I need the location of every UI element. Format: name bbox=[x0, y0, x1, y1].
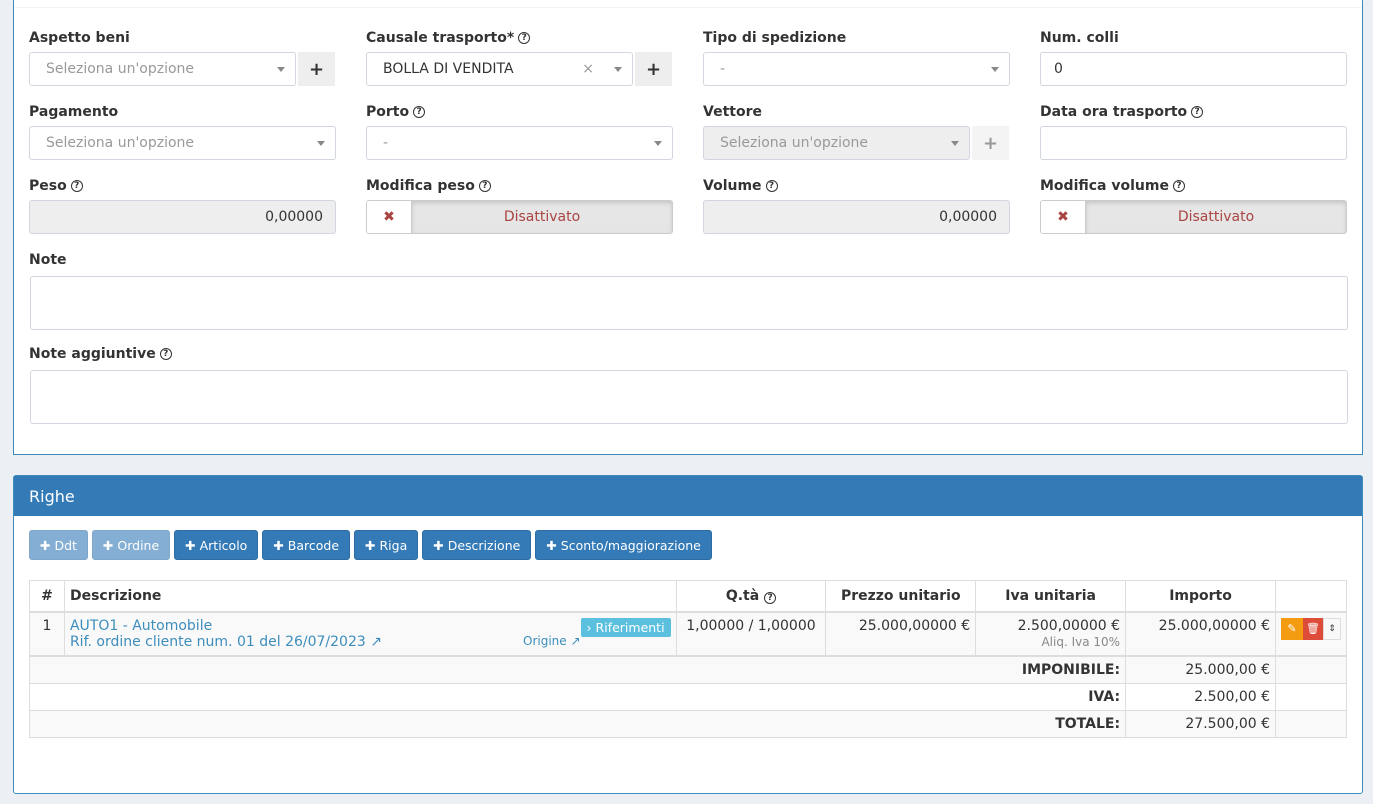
edit-icon[interactable]: ✎ bbox=[1281, 617, 1303, 640]
label: Pagamento bbox=[29, 104, 119, 120]
peso-field: Peso? 0,00000 bbox=[29, 176, 336, 234]
modifica-peso-field: Modifica peso? ✖ Disattivato bbox=[366, 176, 673, 234]
help-icon: ? bbox=[159, 348, 172, 360]
help-icon: ? bbox=[765, 180, 778, 192]
ordine-link[interactable]: Rif. ordine cliente num. 01 del 26/07/20… bbox=[69, 633, 382, 650]
help-icon: ? bbox=[413, 106, 426, 118]
modifica-volume-field: Modifica volume? ✖ Disattivato bbox=[1040, 176, 1347, 234]
note-aggiuntive-label: Note aggiuntive bbox=[29, 346, 156, 362]
help-icon: ? bbox=[518, 32, 531, 44]
volume-field: Volume? 0,00000 bbox=[703, 176, 1010, 234]
modifica-volume-toggle[interactable]: ✖ Disattivato bbox=[1040, 200, 1347, 234]
righe-panel: Righe ✚ Ddt ✚ Ordine ✚ Articolo ✚ Barcod… bbox=[13, 475, 1363, 794]
righe-table: # Descrizione Q.tà ? Prezzo unitario Iva… bbox=[28, 580, 1347, 738]
label: Peso bbox=[29, 178, 67, 194]
label: Aspetto beni bbox=[29, 30, 130, 46]
origine-link[interactable]: Origine ↗ bbox=[523, 633, 581, 648]
label: Porto bbox=[366, 104, 410, 120]
num-colli-field: Num. colli 0 bbox=[1040, 28, 1347, 86]
help-icon: ? bbox=[478, 180, 491, 192]
data-ora-input[interactable] bbox=[1040, 126, 1347, 160]
num-colli-input[interactable]: 0 bbox=[1040, 52, 1347, 86]
tipo-spedizione-select[interactable]: - bbox=[703, 52, 1010, 86]
label: Causale trasporto* bbox=[366, 30, 515, 46]
external-link-icon: ↗ bbox=[370, 633, 382, 650]
note-textarea[interactable] bbox=[30, 276, 1348, 330]
clear-icon[interactable]: × bbox=[582, 61, 594, 77]
causale-field: Causale trasporto*? BOLLA DI VENDITA × + bbox=[366, 28, 673, 86]
transport-panel: Aspetto beni Seleziona un'opzione + Caus… bbox=[13, 0, 1363, 455]
chevron-down-icon bbox=[654, 141, 662, 146]
aspetto-beni-field: Aspetto beni Seleziona un'opzione + bbox=[29, 28, 336, 86]
pagamento-field: Pagamento Seleziona un'opzione bbox=[29, 102, 336, 160]
table-row: 1 › Riferimenti AUTO1 - Automobile Rif. or… bbox=[29, 611, 1347, 656]
add-riga-button[interactable]: ✚ Riga bbox=[354, 530, 419, 560]
panel-title: Righe bbox=[14, 476, 1362, 516]
totals-row: TOTALE: 27.500,00 € bbox=[28, 709, 1347, 738]
volume-input[interactable]: 0,00000 bbox=[703, 200, 1010, 234]
modifica-peso-toggle[interactable]: ✖ Disattivato bbox=[366, 200, 673, 234]
close-icon: ✖ bbox=[367, 201, 412, 233]
riferimenti-button[interactable]: › Riferimenti bbox=[580, 617, 671, 637]
porto-field: Porto? - bbox=[366, 102, 673, 160]
vettore-select[interactable]: Seleziona un'opzione bbox=[703, 126, 970, 160]
chevron-down-icon bbox=[277, 67, 285, 72]
label: Modifica peso bbox=[366, 178, 475, 194]
label: Num. colli bbox=[1040, 30, 1119, 46]
help-icon: ? bbox=[1191, 106, 1204, 118]
aspetto-beni-select[interactable]: Seleziona un'opzione bbox=[29, 52, 296, 86]
tipo-spedizione-field: Tipo di spedizione - bbox=[703, 28, 1010, 86]
add-ordine-button[interactable]: ✚ Ordine bbox=[91, 530, 171, 560]
add-sconto-button[interactable]: ✚ Sconto/maggiorazione bbox=[535, 530, 712, 560]
close-icon: ✖ bbox=[1041, 201, 1086, 233]
chevron-down-icon bbox=[614, 67, 622, 72]
causale-select[interactable]: BOLLA DI VENDITA × bbox=[366, 52, 633, 86]
peso-input[interactable]: 0,00000 bbox=[29, 200, 336, 234]
chevron-down-icon bbox=[317, 141, 325, 146]
add-causale-button[interactable]: + bbox=[635, 52, 672, 86]
chevron-down-icon bbox=[991, 67, 999, 72]
label: Vettore bbox=[703, 104, 762, 120]
sort-handle-icon[interactable]: ⇕ bbox=[1323, 617, 1341, 640]
porto-select[interactable]: - bbox=[366, 126, 673, 160]
add-row-toolbar: ✚ Ddt ✚ Ordine ✚ Articolo ✚ Barcode ✚ Ri… bbox=[29, 530, 712, 560]
label: Tipo di spedizione bbox=[703, 30, 847, 46]
vettore-field: Vettore Seleziona un'opzione + bbox=[703, 102, 1010, 160]
totals-row: IMPONIBILE: 25.000,00 € bbox=[28, 654, 1347, 684]
help-icon: ? bbox=[1172, 180, 1185, 192]
data-ora-field: Data ora trasporto? bbox=[1040, 102, 1347, 160]
totals-row: IVA: 2.500,00 € bbox=[28, 682, 1347, 711]
add-aspetto-button[interactable]: + bbox=[298, 52, 335, 86]
add-vettore-button[interactable]: + bbox=[972, 126, 1009, 160]
label: Modifica volume bbox=[1040, 178, 1169, 194]
help-icon: ? bbox=[70, 180, 83, 192]
pagamento-select[interactable]: Seleziona un'opzione bbox=[29, 126, 336, 160]
add-barcode-button[interactable]: ✚ Barcode bbox=[262, 530, 351, 560]
note-label: Note bbox=[29, 252, 67, 268]
trash-icon[interactable]: 🗑 bbox=[1303, 617, 1323, 640]
help-icon: ? bbox=[764, 591, 777, 604]
add-articolo-button[interactable]: ✚ Articolo bbox=[174, 530, 259, 560]
label: Volume bbox=[703, 178, 762, 194]
add-descrizione-button[interactable]: ✚ Descrizione bbox=[422, 530, 532, 560]
add-ddt-button[interactable]: ✚ Ddt bbox=[29, 530, 88, 560]
label: Data ora trasporto bbox=[1040, 104, 1188, 120]
note-aggiuntive-textarea[interactable] bbox=[30, 370, 1348, 424]
chevron-down-icon bbox=[951, 141, 959, 146]
articolo-link[interactable]: AUTO1 - Automobile bbox=[69, 617, 213, 634]
